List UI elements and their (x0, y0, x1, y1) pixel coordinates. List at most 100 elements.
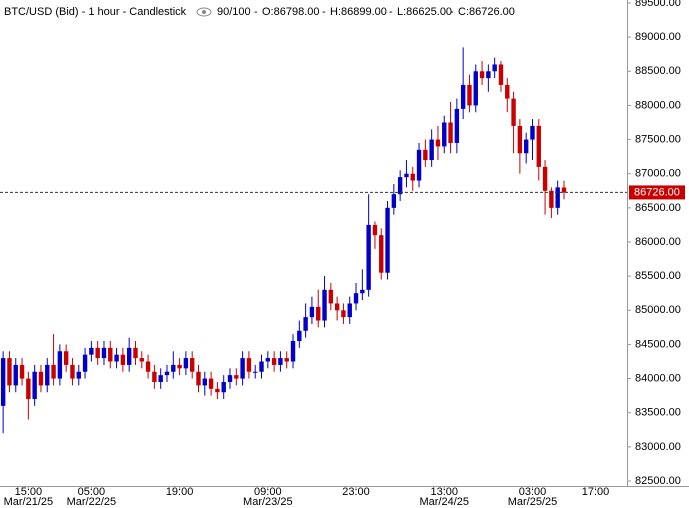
candle-body (63, 351, 69, 365)
candle-body (76, 371, 81, 379)
x-date-label: Mar/25/25 (508, 496, 558, 508)
header-count: 90/100 (217, 6, 251, 18)
candle-body (101, 347, 107, 359)
candle-body (360, 289, 365, 294)
last-price-box (629, 185, 685, 200)
y-tick-label: 86000.00 (635, 236, 681, 248)
x-date-label: Mar/22/25 (67, 496, 117, 508)
candle-body (536, 125, 541, 167)
y-tick-label: 85000.00 (635, 304, 681, 316)
candle-body (442, 122, 447, 147)
candle-body (505, 84, 510, 99)
candle-body (328, 289, 334, 304)
y-tick-label: 82500.00 (635, 475, 681, 487)
candle-body (448, 122, 453, 143)
candle-body (284, 358, 289, 362)
candle-body (297, 330, 302, 342)
y-tick-label: 83500.00 (635, 407, 681, 419)
candle-body (498, 64, 504, 85)
y-tick-label: 89000.00 (635, 31, 681, 43)
candle-body (423, 149, 428, 161)
candle-body (353, 293, 359, 304)
candle-body (208, 378, 214, 389)
candle-body (334, 303, 340, 311)
candle-body (108, 347, 113, 362)
candle-body (341, 310, 346, 318)
candle-body (89, 347, 94, 355)
candle-body (171, 364, 176, 372)
candle-body (278, 358, 283, 365)
sep: - (389, 6, 393, 18)
x-tick-label: 13:00 (430, 486, 458, 498)
candle-body (38, 371, 44, 386)
candle-body (45, 364, 50, 386)
candle-body (145, 361, 151, 372)
candle-body (0, 358, 6, 406)
candle-body (542, 166, 548, 191)
candle-body (246, 358, 252, 372)
candle-body (467, 84, 472, 106)
candle-body (290, 341, 296, 362)
candle-body (517, 125, 523, 154)
y-tick-label: 87500.00 (635, 133, 681, 145)
candle-body (322, 289, 327, 321)
candle-body (429, 139, 434, 161)
candle-body (57, 351, 63, 379)
candle-body (51, 364, 56, 379)
y-tick-label: 88000.00 (635, 99, 681, 111)
sep: - (450, 6, 454, 18)
candle-body (139, 358, 144, 362)
y-tick-label: 84500.00 (635, 338, 681, 350)
candle-body (152, 371, 157, 382)
candle-body (114, 354, 119, 362)
candle-body (435, 139, 441, 147)
candle-body (189, 358, 195, 372)
x-tick-label: 03:00 (519, 486, 547, 498)
candle-body (404, 173, 409, 178)
candle-body (454, 108, 460, 143)
candle-body (133, 347, 138, 359)
x-tick-label: 19:00 (166, 486, 194, 498)
y-tick-label: 84000.00 (635, 372, 681, 384)
candle-body (492, 64, 497, 72)
candle-body (271, 358, 277, 365)
x-tick-label: 15:00 (15, 486, 43, 498)
header-close: C:86726.00 (458, 6, 515, 18)
candle-body (196, 371, 201, 386)
candle-body (265, 358, 271, 362)
candle-body (126, 347, 132, 365)
eye-icon (196, 7, 212, 17)
x-tick-label: 05:00 (78, 486, 106, 498)
y-tick-label: 86500.00 (635, 202, 681, 214)
candle-body (221, 381, 226, 393)
x-date-label: Mar/23/25 (243, 496, 293, 508)
candle-body (486, 71, 491, 79)
last-price-label: 86726.00 (634, 186, 680, 198)
header-high: H:86899.00 (330, 6, 387, 18)
candle-body (530, 125, 535, 140)
candle-body (32, 371, 37, 400)
candle-body (303, 317, 308, 331)
header-open: O:86798.00 (262, 6, 320, 18)
candle-body (120, 354, 126, 365)
candle-body (397, 177, 403, 195)
candle-body (410, 173, 415, 181)
candle-body (549, 190, 554, 208)
candle-body (347, 303, 352, 318)
candle-body (460, 84, 466, 109)
candle-body (82, 354, 88, 372)
chart-title: BTC/USD (Bid) - 1 hour - Candlestick (4, 6, 187, 18)
candle-body (479, 71, 485, 79)
candle-body (555, 187, 560, 208)
candle-body (391, 194, 397, 208)
x-tick-label: 23:00 (342, 486, 370, 498)
candle-body (183, 358, 189, 369)
candle-body (385, 207, 390, 273)
candle-body (240, 358, 245, 379)
y-tick-label: 88500.00 (635, 65, 681, 77)
candle-body (372, 224, 378, 236)
candle-body (379, 235, 384, 273)
candle-body (177, 364, 182, 369)
y-tick-label: 83000.00 (635, 441, 681, 453)
